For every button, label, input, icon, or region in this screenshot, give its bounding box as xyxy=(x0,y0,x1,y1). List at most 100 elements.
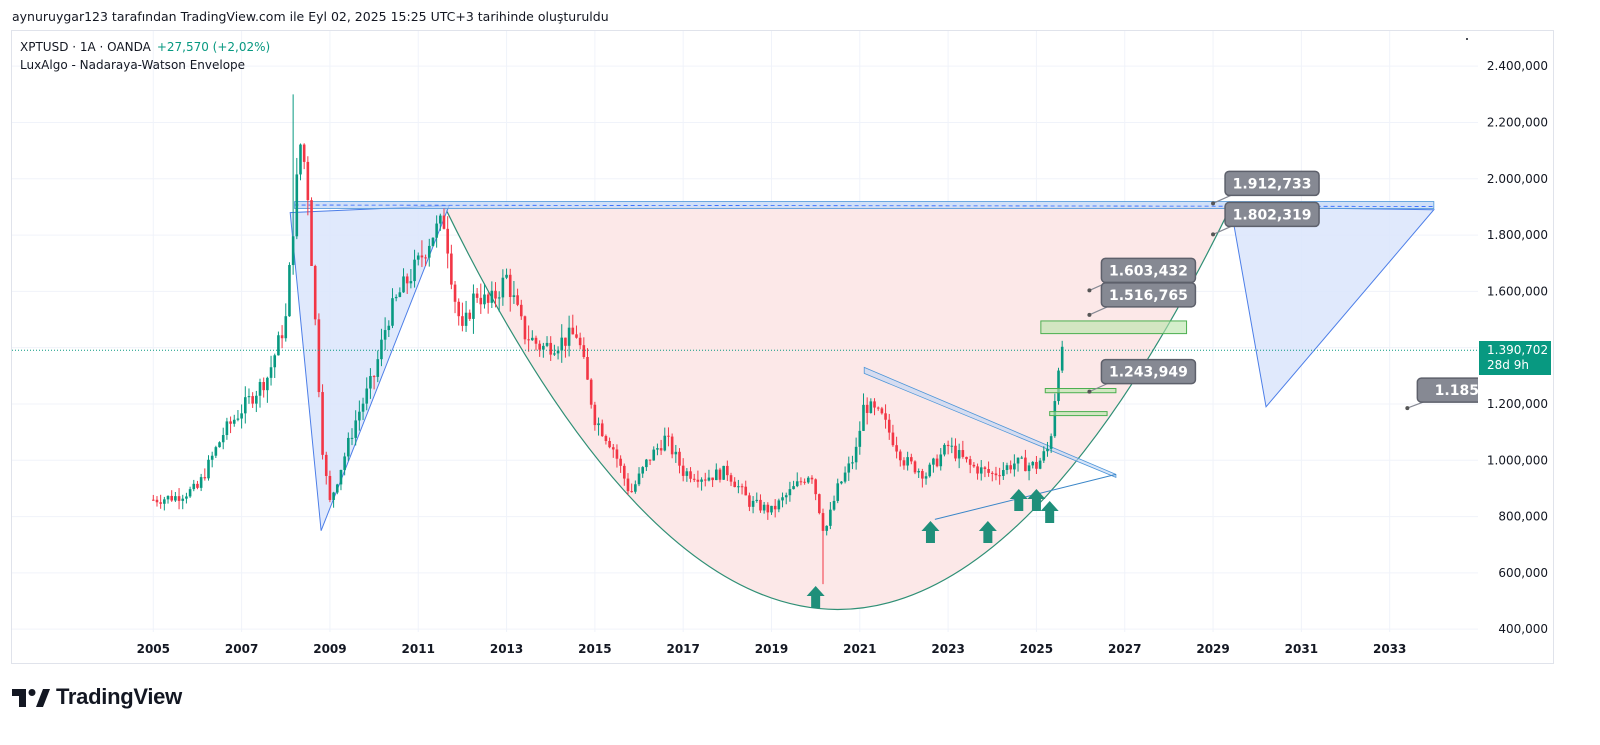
price-label-anchor xyxy=(1405,406,1410,411)
candle-body xyxy=(891,432,895,446)
price-label-text: 1.516,765 xyxy=(1109,288,1188,304)
candle-body xyxy=(700,479,703,482)
candle-body xyxy=(678,451,681,466)
left-triangle-pattern xyxy=(289,204,450,531)
candle-body xyxy=(538,343,541,350)
candle-body xyxy=(608,440,611,448)
candle-body xyxy=(1009,465,1012,470)
candle-body xyxy=(821,513,825,531)
candle-body xyxy=(873,401,876,408)
candle-body xyxy=(836,483,840,501)
candle-body xyxy=(255,395,258,404)
candle-body xyxy=(913,461,917,473)
candle-body xyxy=(549,342,553,355)
bar-countdown: 28d 9h xyxy=(1487,358,1529,372)
candle-body xyxy=(416,255,420,260)
candle-body xyxy=(236,418,240,420)
candle-body xyxy=(1016,457,1020,464)
candle-body xyxy=(420,255,424,258)
candle-body xyxy=(939,454,943,467)
candle-body xyxy=(394,296,398,299)
candle-body xyxy=(501,277,505,298)
candle-body xyxy=(972,464,976,467)
candle-body xyxy=(199,477,203,488)
candle-body xyxy=(494,290,497,299)
candle-body xyxy=(990,472,994,474)
candle-body xyxy=(748,495,751,507)
support-zone xyxy=(1040,320,1188,335)
price-label-text: 1.912,733 xyxy=(1233,176,1312,192)
candle-body xyxy=(950,445,954,447)
candle-body xyxy=(887,419,891,433)
candle-body xyxy=(328,475,332,500)
candle-body xyxy=(659,448,663,451)
candle-body xyxy=(181,498,185,501)
up-arrow-icon xyxy=(921,521,940,543)
candle-body xyxy=(427,245,431,258)
candle-body xyxy=(670,436,674,455)
candle-body xyxy=(424,257,427,259)
candle-body xyxy=(210,455,214,460)
price-label-connector xyxy=(1407,401,1424,409)
tradingview-logo[interactable]: TradingView xyxy=(12,684,182,710)
x-tick-label: 2015 xyxy=(578,642,611,656)
indicator-name[interactable]: LuxAlgo - Nadaraya-Watson Envelope xyxy=(20,58,246,72)
candle-body xyxy=(630,491,633,493)
wedge-upper-band xyxy=(863,366,1117,478)
candle-body xyxy=(299,144,302,175)
candle-body xyxy=(479,297,483,305)
candle-body xyxy=(310,200,313,266)
candle-body xyxy=(240,413,243,419)
candle-body xyxy=(722,465,725,480)
candle-body xyxy=(446,228,449,254)
candle-body xyxy=(402,276,405,293)
candle-body xyxy=(880,408,884,414)
up-arrow-icon xyxy=(978,521,997,543)
candle-body xyxy=(829,509,832,526)
candle-body xyxy=(163,499,166,504)
candle-body xyxy=(755,499,759,501)
candle-body xyxy=(707,477,711,481)
candle-body xyxy=(457,301,461,317)
candle-body xyxy=(277,335,280,356)
candle-body xyxy=(810,477,814,480)
candle-body xyxy=(531,337,534,341)
x-tick-label: 2013 xyxy=(490,642,523,656)
candle-body xyxy=(737,486,740,488)
x-tick-label: 2025 xyxy=(1020,642,1053,656)
x-tick-label: 2023 xyxy=(931,642,964,656)
price-label-box xyxy=(1100,282,1197,308)
candle-body xyxy=(556,350,560,354)
price-label-text: 1.603,432 xyxy=(1109,263,1188,279)
candle-body xyxy=(954,445,957,459)
candle-body xyxy=(1053,401,1057,437)
candle-body xyxy=(781,497,784,501)
candle-body xyxy=(472,293,475,319)
candle-body xyxy=(560,337,564,351)
candle-body xyxy=(943,444,946,455)
candle-body xyxy=(759,499,762,511)
x-tick-label: 2011 xyxy=(402,642,435,656)
candle-body xyxy=(862,404,865,431)
candle-body xyxy=(586,356,589,380)
candle-body xyxy=(851,462,854,464)
candle-body xyxy=(648,459,652,461)
price-label-text: 1.802,319 xyxy=(1233,207,1312,223)
candle-body xyxy=(656,448,659,450)
candle-body xyxy=(773,505,777,510)
candle-body xyxy=(1057,370,1060,402)
candle-body xyxy=(784,495,788,498)
candle-body xyxy=(450,253,453,285)
candle-body xyxy=(932,458,935,465)
candle-body xyxy=(302,144,306,162)
candle-body xyxy=(733,481,736,488)
candle-body xyxy=(626,478,630,492)
x-tick-label: 2007 xyxy=(225,642,258,656)
candle-body xyxy=(578,337,582,346)
candle-body xyxy=(435,223,438,238)
candle-body xyxy=(468,312,472,319)
candle-body xyxy=(251,396,254,404)
y-tick-label: 2.000,000 xyxy=(1487,172,1548,186)
support-zone xyxy=(1049,411,1108,417)
